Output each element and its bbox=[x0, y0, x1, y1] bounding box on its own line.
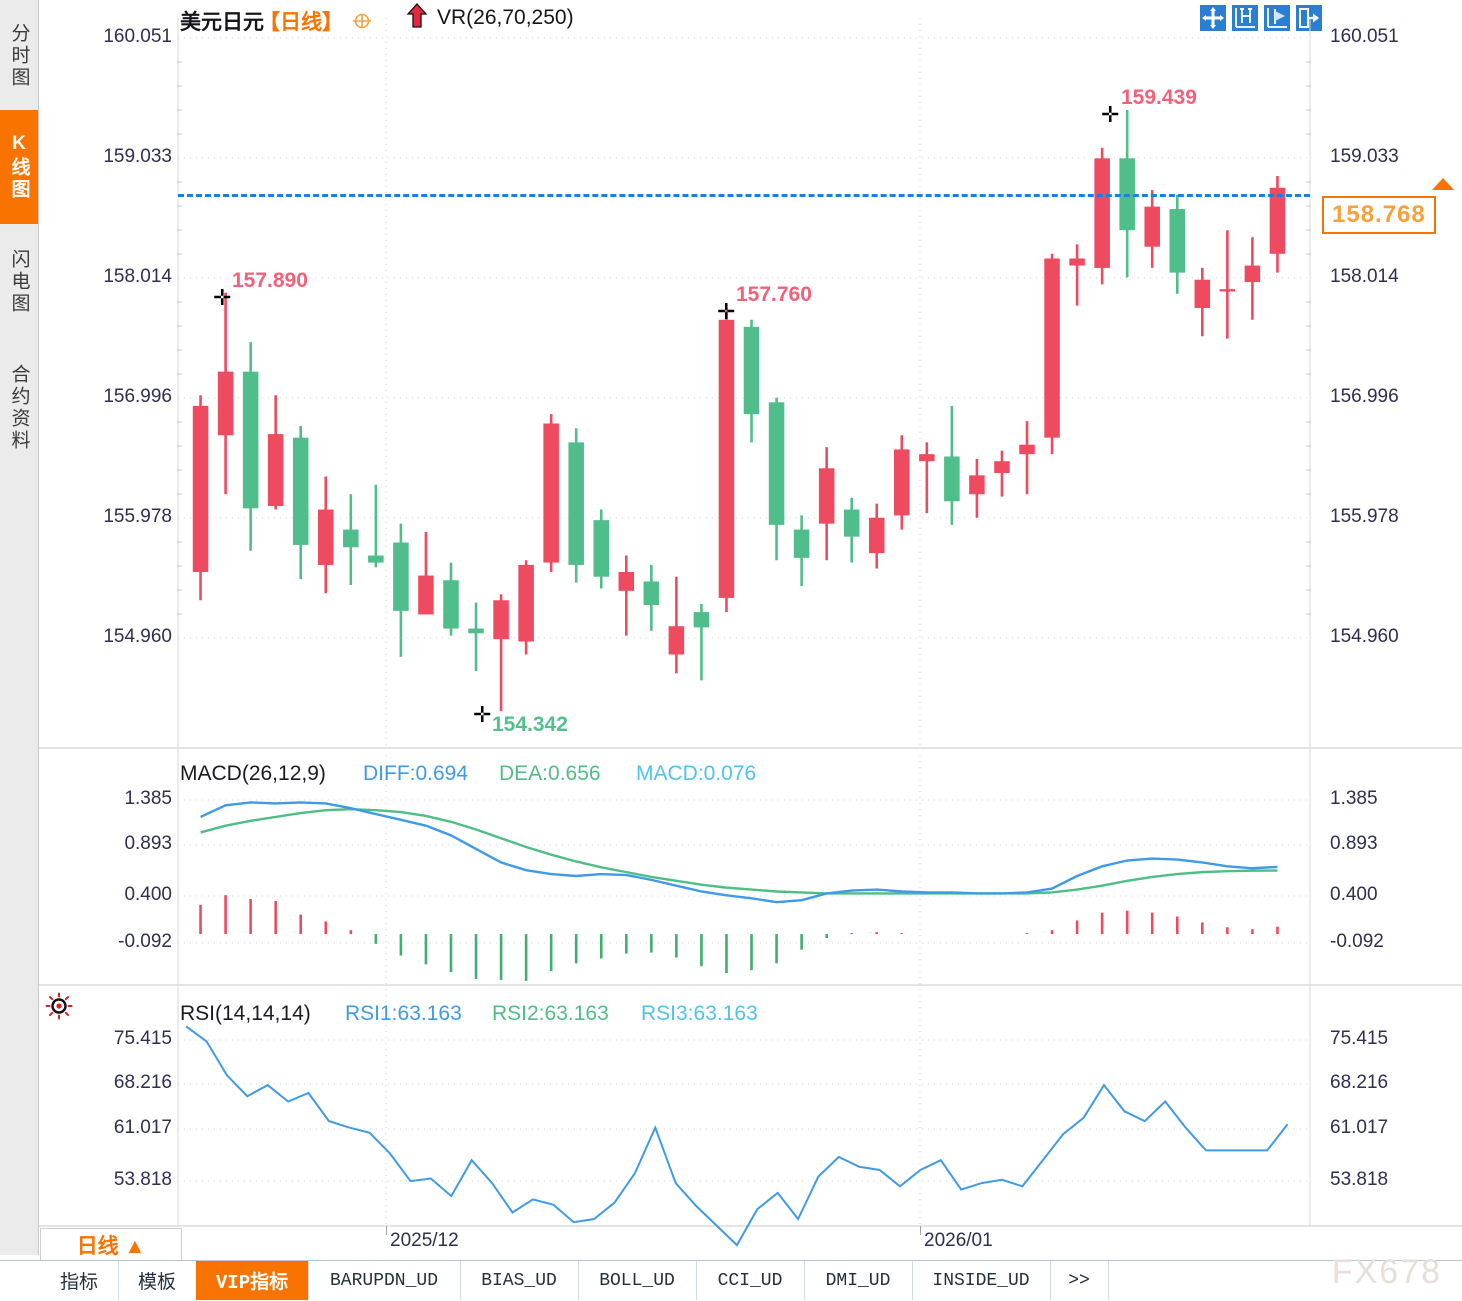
indicator-toolbar: 指标 模板 VIP指标 BARUPDN_UD BIAS_UD BOLL_UD CCI_UD D… bbox=[0, 1260, 1462, 1301]
price-axis-label-left: 158.014 bbox=[103, 266, 172, 287]
measure-icon[interactable] bbox=[1232, 5, 1258, 31]
price-axis-label-left: 155.978 bbox=[103, 506, 172, 527]
indicator-tab-0[interactable]: 指标 bbox=[40, 1261, 119, 1300]
macd-axis-label-left: -0.092 bbox=[118, 931, 172, 952]
date-axis-tick bbox=[920, 1226, 921, 1235]
rsi-label: RSI(14,14,14) bbox=[180, 1002, 311, 1025]
timeframe-tab-daily[interactable]: 日线 ▲ bbox=[40, 1228, 182, 1261]
annotation-marker-icon: ✛ bbox=[213, 286, 232, 311]
header-indicator-label: VR(26,70,250) bbox=[437, 6, 574, 29]
current-price-line bbox=[178, 194, 1310, 197]
rsi3-value: RSI3:63.163 bbox=[641, 1002, 758, 1025]
page-title: 美元日元 bbox=[180, 11, 264, 34]
rsi2-value: RSI2:63.163 bbox=[492, 1002, 609, 1025]
price-axis-label-left: 159.033 bbox=[103, 146, 172, 167]
indicator-tab-8[interactable]: INSIDE_UD bbox=[912, 1261, 1051, 1300]
price-axis-label-right: 154.960 bbox=[1330, 626, 1399, 647]
macd-axis-label-left: 1.385 bbox=[124, 788, 172, 809]
macd-macd-value: MACD:0.076 bbox=[636, 762, 757, 785]
current-price-tag[interactable]: 158.768 bbox=[1322, 196, 1436, 234]
macd-diff-value: DIFF:0.694 bbox=[363, 762, 469, 785]
price-annotation: 154.342 bbox=[492, 713, 568, 736]
date-axis-label: 2025/12 bbox=[390, 1230, 459, 1251]
rsi-axis-label-left: 61.017 bbox=[113, 1117, 172, 1138]
price-axis-label-right: 160.051 bbox=[1330, 26, 1399, 47]
crosshair-move-icon[interactable] bbox=[1200, 5, 1226, 31]
price-axis-label-left: 156.996 bbox=[103, 386, 172, 407]
up-arrow-icon[interactable] bbox=[405, 3, 429, 29]
price-annotation: 159.439 bbox=[1121, 86, 1197, 109]
macd-label: MACD(26,12,9) bbox=[180, 762, 326, 785]
rsi-axis-label-left: 75.415 bbox=[113, 1028, 172, 1049]
price-axis-label-right: 155.978 bbox=[1330, 506, 1399, 527]
macd-axis-label-right: 0.893 bbox=[1330, 833, 1378, 854]
annotation-marker-icon: ✛ bbox=[717, 300, 736, 325]
exit-icon[interactable] bbox=[1296, 5, 1322, 31]
price-annotation: 157.890 bbox=[232, 269, 308, 292]
sun-icon[interactable] bbox=[45, 992, 73, 1020]
indicator-tab-5[interactable]: BOLL_UD bbox=[578, 1261, 697, 1300]
indicator-tab-1[interactable]: 模板 bbox=[118, 1261, 197, 1300]
watermark: FX678 bbox=[1331, 1253, 1442, 1291]
indicator-tab-9[interactable]: >> bbox=[1050, 1261, 1109, 1300]
price-axis-label-right: 156.996 bbox=[1330, 386, 1399, 407]
price-annotation: 157.760 bbox=[736, 283, 812, 306]
rsi1-value: RSI1:63.163 bbox=[345, 1002, 462, 1025]
header-period-label: 【日线】 bbox=[259, 11, 343, 34]
indicator-tab-7[interactable]: DMI_UD bbox=[804, 1261, 913, 1300]
crosshair-icon[interactable] bbox=[352, 11, 372, 31]
rsi-axis-label-right: 75.415 bbox=[1330, 1028, 1389, 1049]
indicator-tab-6[interactable]: CCI_UD bbox=[696, 1261, 805, 1300]
price-axis-label-left: 154.960 bbox=[103, 626, 172, 647]
macd-axis-label-right: 0.400 bbox=[1330, 884, 1378, 905]
left-toolbar: 分时图 K线图 闪电图 合约资料 bbox=[0, 0, 39, 1255]
rsi-axis-label-right: 61.017 bbox=[1330, 1117, 1389, 1138]
annotation-marker-icon: ✛ bbox=[473, 703, 492, 728]
flag-icon[interactable] bbox=[1264, 5, 1290, 31]
macd-axis-label-right: 1.385 bbox=[1330, 788, 1378, 809]
indicator-tab-4[interactable]: BIAS_UD bbox=[460, 1261, 579, 1300]
rsi-axis-label-right: 53.818 bbox=[1330, 1169, 1389, 1190]
macd-axis-label-right: -0.092 bbox=[1330, 931, 1384, 952]
rail-item-timeshare[interactable]: 分时图 bbox=[8, 23, 30, 89]
macd-axis-label-left: 0.400 bbox=[124, 884, 172, 905]
rail-item-contract-info[interactable]: 合约资料 bbox=[8, 364, 30, 452]
rail-item-kline[interactable]: K线图 bbox=[0, 110, 38, 224]
annotation-marker-icon: ✛ bbox=[1101, 103, 1120, 128]
price-axis-label-right: 158.014 bbox=[1330, 266, 1399, 287]
rsi-axis-label-right: 68.216 bbox=[1330, 1072, 1389, 1093]
indicator-tab-3[interactable]: BARUPDN_UD bbox=[308, 1261, 461, 1300]
indicator-tab-2[interactable]: VIP指标 bbox=[196, 1261, 309, 1300]
rsi-axis-label-left: 53.818 bbox=[113, 1169, 172, 1190]
date-axis-tick bbox=[386, 1226, 387, 1235]
rail-item-lightning[interactable]: 闪电图 bbox=[8, 249, 30, 315]
date-axis-label: 2026/01 bbox=[924, 1230, 993, 1251]
rsi-axis-label-left: 68.216 bbox=[113, 1072, 172, 1093]
macd-dea-value: DEA:0.656 bbox=[499, 762, 601, 785]
macd-axis-label-left: 0.893 bbox=[124, 833, 172, 854]
price-axis-label-right: 159.033 bbox=[1330, 146, 1399, 167]
price-tag-arrow bbox=[1432, 178, 1454, 190]
price-axis-label-left: 160.051 bbox=[103, 26, 172, 47]
